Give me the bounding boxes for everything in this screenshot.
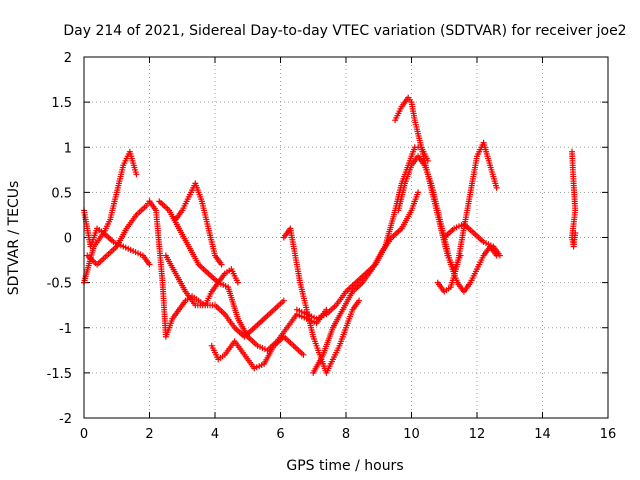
y-tick-label: -0.5 [47,277,72,292]
y-tick-label: 2 [64,51,72,66]
data-point [572,229,579,236]
x-tick-label: 6 [276,427,284,442]
y-tick-label: 1 [64,141,72,156]
x-tick-label: 8 [342,427,350,442]
data-point [493,184,500,191]
data-point [280,297,287,304]
x-axis-label: GPS time / hours [286,458,403,474]
data-point [300,351,307,358]
x-tick-label: 2 [145,427,153,442]
y-tick-label: -2 [59,412,72,427]
y-tick-label: -1.5 [47,367,72,382]
data-point [146,261,153,268]
y-tick-label: 0 [64,232,72,247]
data-point [133,171,140,178]
x-tick-label: 16 [600,427,617,442]
data-point [356,297,363,304]
y-tick-label: -1 [59,322,72,337]
axis-ticks: 0 2 4 6 8 10 12 14 16 -2 -1.5 -1 -0.5 0 0.5 1 1.5 2 [47,51,617,442]
y-axis-label: SDTVAR / TECUs [6,181,22,296]
x-tick-label: 12 [469,427,486,442]
data-point [218,261,225,268]
y-tick-label: 1.5 [51,96,72,111]
x-tick-label: 14 [534,427,551,442]
data-point [496,252,503,259]
y-tick-label: 0.5 [51,186,72,201]
chart-title: Day 214 of 2021, Sidereal Day-to-day VTE… [63,23,626,39]
grid [84,57,608,418]
data-points [81,94,579,376]
data-point [234,279,241,286]
x-tick-label: 10 [403,427,420,442]
x-tick-label: 0 [80,427,88,442]
x-tick-label: 4 [211,427,219,442]
plot-frame [83,56,609,419]
data-point [415,189,422,196]
